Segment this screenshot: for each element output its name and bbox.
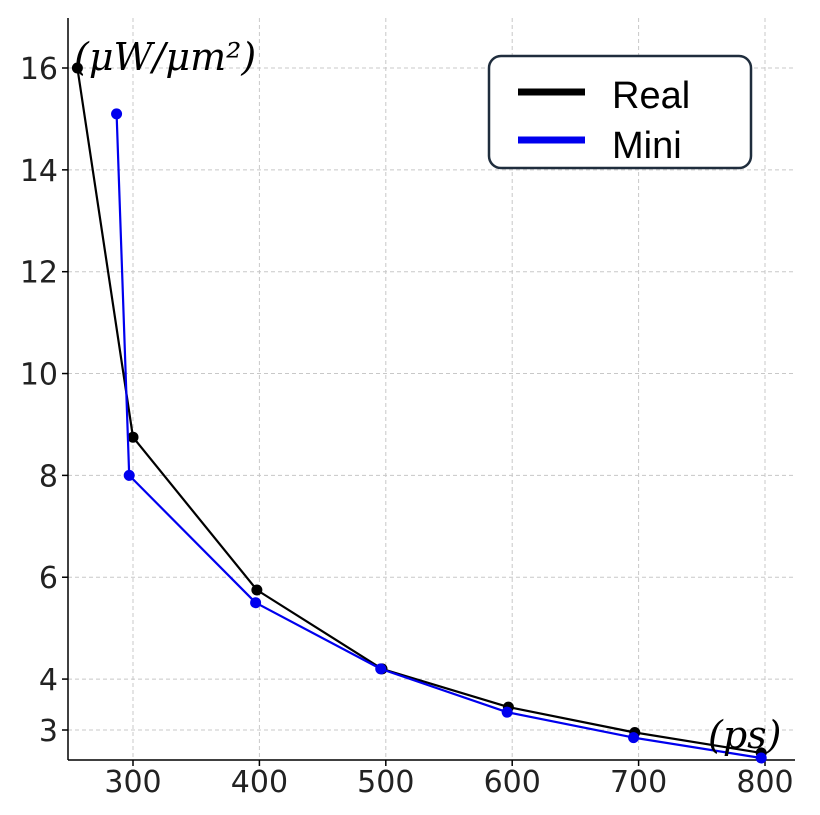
data-point-mini (501, 706, 513, 718)
data-point-real (71, 62, 83, 74)
series-line-real (76, 67, 762, 754)
legend-label-mini: Mini (612, 125, 682, 167)
grid-lines (68, 18, 795, 760)
legend: Real Mini (487, 54, 753, 170)
data-point-mini (123, 469, 135, 481)
series-line-mini (115, 113, 762, 760)
x-tick-label: 700 (610, 765, 667, 800)
data-point-mini (755, 752, 767, 764)
x-ticks: 300 400 500 600 700 800 (104, 760, 794, 800)
y-ticks: 3 4 6 8 10 12 14 16 (20, 52, 68, 749)
y-tick-label: 10 (20, 358, 58, 393)
y-tick-label: 16 (20, 52, 58, 87)
data-point-mini (628, 732, 640, 744)
axes (67, 18, 795, 761)
y-tick-label: 8 (39, 459, 58, 494)
x-tick-label: 300 (104, 765, 161, 800)
y-tick-label: 3 (39, 714, 58, 749)
x-tick-label: 400 (231, 765, 288, 800)
y-tick-label: 6 (39, 561, 58, 596)
data-point-real (127, 431, 139, 443)
legend-label-real: Real (612, 75, 690, 117)
data-point-mini (250, 597, 262, 609)
series-mini (111, 108, 767, 764)
y-tick-label: 4 (39, 663, 58, 698)
x-tick-label: 800 (736, 765, 793, 800)
series-layer (71, 62, 767, 764)
y-axis-unit-label: (μW/μm²) (74, 35, 256, 79)
x-tick-label: 500 (357, 765, 414, 800)
x-tick-label: 600 (484, 765, 541, 800)
data-point-mini (375, 663, 387, 675)
x-axis-unit-label: (ps) (708, 713, 781, 757)
data-point-mini (111, 108, 123, 120)
y-tick-label: 14 (20, 154, 58, 189)
data-point-real (251, 584, 263, 596)
y-tick-label: 12 (20, 256, 58, 291)
